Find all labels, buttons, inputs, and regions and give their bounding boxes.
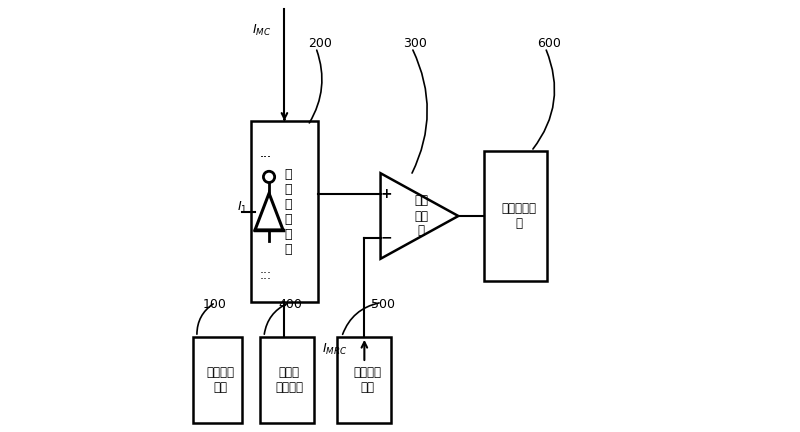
Text: $I_1$: $I_1$ (237, 200, 247, 215)
Text: 300: 300 (403, 37, 427, 50)
Text: 100: 100 (202, 298, 226, 311)
Text: ...: ... (260, 263, 272, 276)
Text: 500: 500 (370, 298, 394, 311)
Bar (484, 151, 547, 281)
Text: 输出整形电
路: 输出整形电 路 (501, 202, 536, 230)
Text: 400: 400 (278, 298, 302, 311)
Bar (338, 337, 391, 423)
Text: +: + (381, 187, 393, 201)
Text: 反
馈
锁
位
电
路: 反 馈 锁 位 电 路 (284, 168, 291, 256)
Text: 600: 600 (537, 37, 561, 50)
Text: $I_{MC}$: $I_{MC}$ (252, 23, 271, 38)
Text: ...: ... (260, 269, 272, 282)
Text: ...: ... (260, 147, 272, 160)
Text: 200: 200 (308, 37, 332, 50)
Text: ...: ... (260, 147, 272, 160)
Text: 参考存储
单元: 参考存储 单元 (353, 366, 381, 394)
Bar (193, 337, 242, 423)
Bar (259, 337, 314, 423)
Text: −: − (381, 231, 393, 245)
Text: 电流
比较
器: 电流 比较 器 (414, 194, 428, 238)
Text: 温度补偿
单元: 温度补偿 单元 (206, 366, 234, 394)
Bar (251, 121, 318, 302)
Text: 被读取
储存单元: 被读取 储存单元 (275, 366, 303, 394)
Text: $I_{MRC}$: $I_{MRC}$ (322, 343, 347, 357)
